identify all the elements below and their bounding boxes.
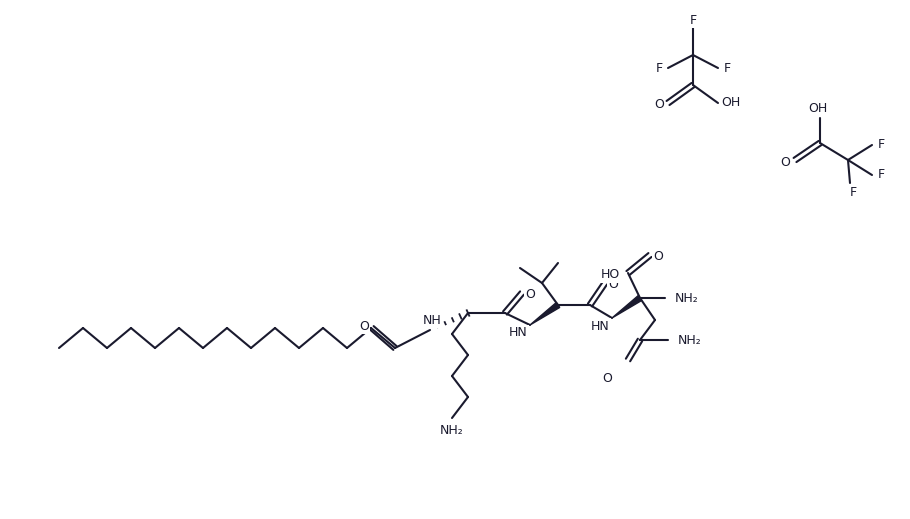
- Text: O: O: [654, 99, 664, 112]
- Text: F: F: [877, 139, 885, 152]
- Text: NH: NH: [422, 313, 441, 326]
- Text: O: O: [602, 372, 612, 385]
- Text: HO: HO: [601, 268, 620, 281]
- Text: HN: HN: [591, 320, 610, 333]
- Text: O: O: [359, 320, 369, 333]
- Text: O: O: [608, 279, 618, 292]
- Text: F: F: [690, 13, 696, 26]
- Polygon shape: [530, 303, 560, 325]
- Text: NH₂: NH₂: [675, 292, 699, 305]
- Text: NH₂: NH₂: [678, 334, 702, 347]
- Text: F: F: [723, 61, 731, 75]
- Text: F: F: [655, 61, 662, 75]
- Text: NH₂: NH₂: [440, 424, 464, 436]
- Text: F: F: [877, 169, 885, 182]
- Text: OH: OH: [808, 102, 827, 115]
- Polygon shape: [612, 295, 642, 318]
- Text: O: O: [780, 156, 790, 169]
- Text: F: F: [849, 185, 856, 198]
- Text: O: O: [653, 251, 663, 264]
- Text: O: O: [525, 289, 535, 302]
- Text: HN: HN: [509, 326, 528, 339]
- Text: OH: OH: [722, 97, 741, 110]
